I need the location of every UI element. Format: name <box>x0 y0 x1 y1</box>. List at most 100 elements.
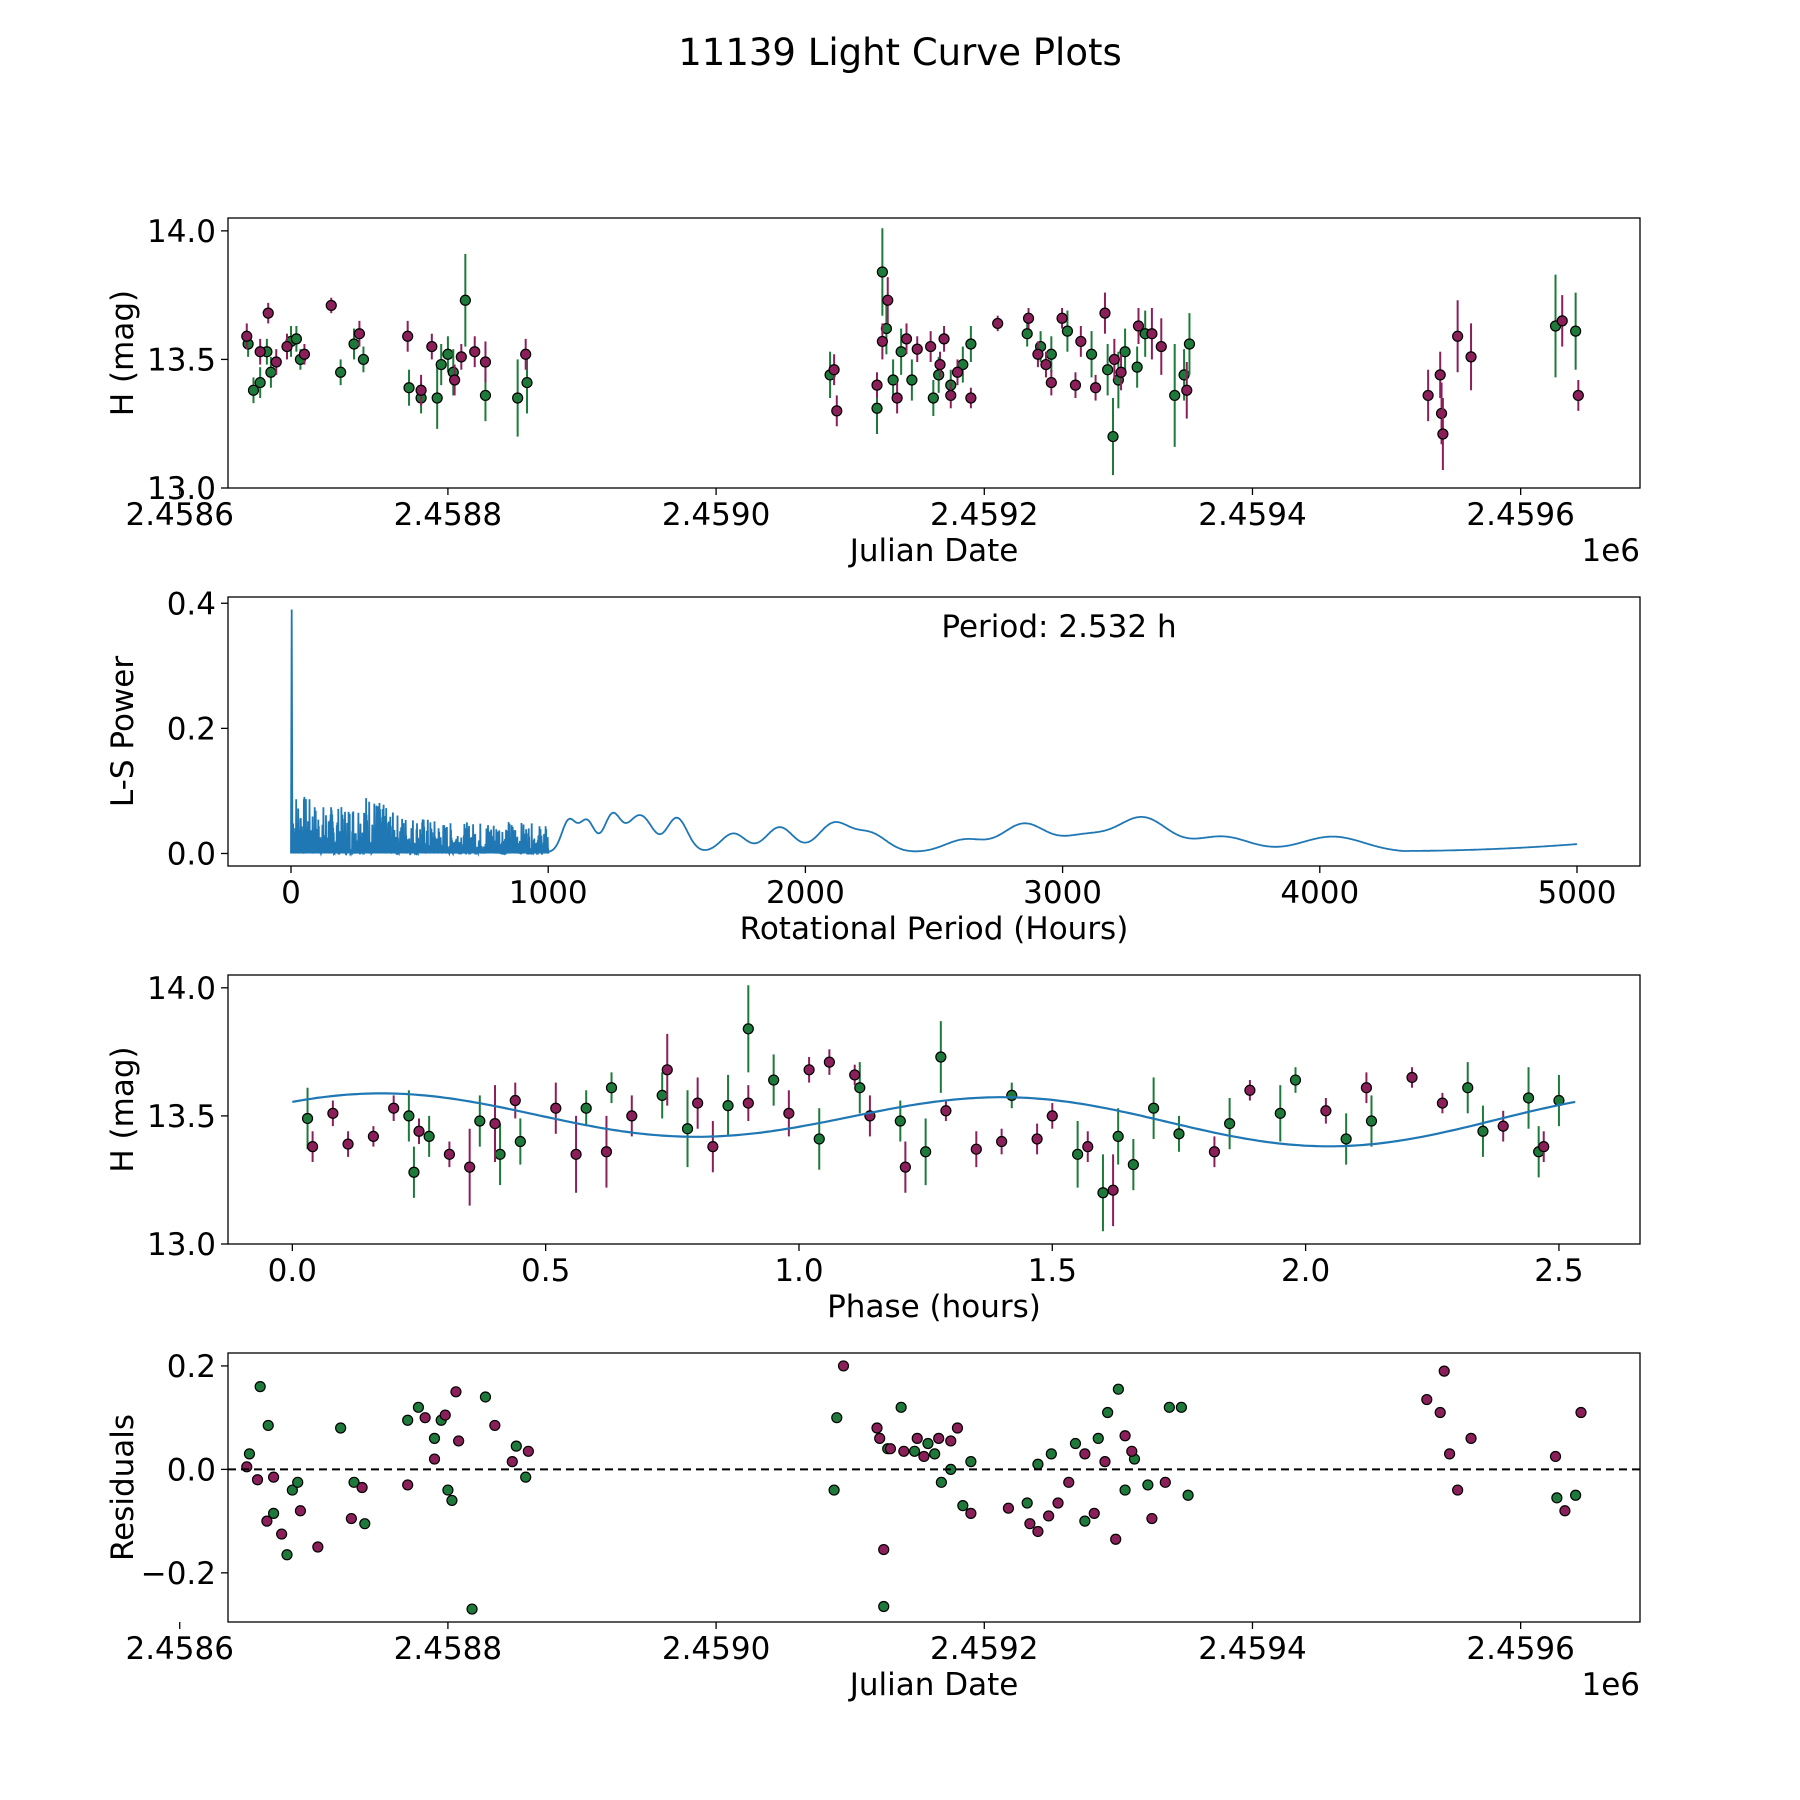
phased-data-point <box>1274 1107 1286 1119</box>
periodogram-x-tick-label: 4000 <box>1280 875 1359 911</box>
lightcurve-data-point <box>402 330 414 342</box>
residuals-data-point <box>1126 1445 1138 1457</box>
residuals-data-point <box>911 1432 923 1444</box>
phased-data-point <box>1497 1120 1509 1132</box>
residuals-data-point <box>294 1505 307 1517</box>
lightcurve-data-point <box>290 333 302 345</box>
lightcurve-data-point <box>1556 315 1568 327</box>
residuals-data-point <box>489 1419 501 1432</box>
lightcurve-x-tick-label: 2.4586 <box>125 497 233 533</box>
residuals-data-point <box>510 1440 522 1452</box>
lightcurve-data-point <box>1452 330 1464 342</box>
phased-data-point <box>1538 1141 1550 1153</box>
residuals-x-offset-label: 1e6 <box>1581 1667 1640 1703</box>
residuals-data-point <box>359 1518 371 1530</box>
periodogram-x-tick-label: 1000 <box>509 875 588 911</box>
phased-data-point <box>605 1082 618 1094</box>
lightcurve-data-point <box>1085 348 1098 360</box>
phased-x-tick-label: 0.5 <box>521 1253 570 1289</box>
residuals-data-point <box>1088 1507 1100 1519</box>
phased-data-point <box>1320 1105 1332 1117</box>
lightcurve-data-point <box>876 335 888 348</box>
lightcurve-data-point <box>938 333 950 345</box>
phased-data-point <box>489 1117 501 1130</box>
phased-data-point <box>940 1105 952 1117</box>
residuals-data-point <box>1119 1484 1131 1496</box>
lightcurve-data-point <box>1107 430 1119 443</box>
phased-x-tick-label: 2.5 <box>1534 1253 1583 1289</box>
lightcurve-x-axis-label: Julian Date <box>848 533 1019 569</box>
lightcurve-data-point <box>1115 366 1127 378</box>
lightcurve-series-series_b <box>241 277 1584 470</box>
phased-data-point <box>1477 1125 1489 1137</box>
phased-data-point <box>1522 1092 1535 1104</box>
lightcurve-plot-area <box>241 228 1584 476</box>
residuals-panel: 2.4586 2.4588 2.4590 2.4592 2.4594 2.4596 −0.2… <box>105 1349 1641 1703</box>
lightcurve-x-tick-label: 2.4596 <box>1466 497 1574 533</box>
residuals-data-point <box>1102 1406 1114 1419</box>
lightcurve-data-point <box>1099 307 1111 319</box>
residuals-data-point <box>1452 1484 1464 1496</box>
residuals-data-point <box>428 1453 441 1465</box>
residuals-data-point <box>1092 1432 1104 1444</box>
lightcurve-data-point <box>1108 353 1120 366</box>
lightcurve-data-point <box>265 366 277 378</box>
phased-data-point <box>1436 1097 1449 1109</box>
residuals-data-point <box>1549 1450 1562 1463</box>
residuals-data-point <box>261 1515 273 1527</box>
phased-data-point <box>854 1082 866 1094</box>
residuals-data-point <box>412 1401 425 1413</box>
residuals-data-point <box>1163 1401 1175 1413</box>
phased-axes-frame <box>227 974 1641 1245</box>
lightcurve-data-point <box>891 392 903 404</box>
lightcurve-data-point <box>1465 351 1477 363</box>
residuals-series-series_a <box>243 1381 1582 1615</box>
residuals-data-point <box>895 1401 907 1413</box>
phased-data-point <box>1224 1117 1236 1130</box>
lightcurve-data-point <box>1183 338 1196 350</box>
phased-data-point <box>474 1115 486 1127</box>
lightcurve-data-point <box>431 392 443 404</box>
residuals-data-point <box>965 1456 977 1468</box>
phased-data-point <box>813 1133 825 1145</box>
residuals-data-point <box>348 1476 360 1488</box>
residuals-data-point <box>262 1419 274 1432</box>
phased-data-point <box>722 1100 734 1112</box>
lightcurve-data-point <box>1169 389 1181 402</box>
residuals-data-point <box>1142 1479 1154 1491</box>
lightcurve-data-point <box>281 340 293 353</box>
lightcurve-data-point <box>455 351 467 363</box>
phased-data-point <box>403 1110 415 1122</box>
residuals-data-point <box>419 1412 431 1424</box>
lightcurve-y-tick-label: 13.5 <box>147 342 216 378</box>
periodogram-x-tick-label: 5000 <box>1538 875 1617 911</box>
lightcurve-data-point <box>965 392 977 404</box>
phased-data-point <box>1173 1128 1185 1140</box>
phased-y-tick-label: 14.0 <box>147 971 216 1007</box>
lightcurve-data-point <box>927 392 939 404</box>
phased-data-point <box>1360 1082 1373 1094</box>
lightcurve-data-point <box>1089 382 1102 394</box>
phased-data-point <box>1112 1130 1124 1143</box>
phased-data-point <box>423 1130 435 1143</box>
lightcurve-x-tick-label: 2.4592 <box>930 497 1038 533</box>
residuals-y-tick-label: 0.2 <box>167 1349 216 1385</box>
periodogram-panel: 0 1000 2000 3000 4000 5000 0.0 0.2 0.4 Rotational… <box>105 586 1641 947</box>
lightcurve-data-point <box>1045 376 1057 389</box>
lightcurve-data-point <box>1022 312 1035 324</box>
lightcurve-data-point <box>1434 369 1446 381</box>
lightcurve-data-point <box>895 346 907 358</box>
periodogram-x-tick-label: 0 <box>281 875 301 911</box>
lightcurve-data-point <box>348 338 360 350</box>
phased-data-point <box>742 1023 754 1035</box>
residuals-data-point <box>1002 1502 1015 1514</box>
phased-plot-area <box>292 985 1576 1232</box>
residuals-data-point <box>908 1445 921 1457</box>
lightcurve-data-point <box>1056 312 1068 324</box>
lightcurve-data-point <box>479 389 492 402</box>
phased-y-axis-label: H (mag) <box>105 1046 141 1172</box>
lightcurve-data-point <box>469 346 481 358</box>
lightcurve-data-point <box>325 299 337 312</box>
lightcurve-x-offset-label: 1e6 <box>1581 533 1640 569</box>
lightcurve-data-point <box>335 366 347 378</box>
